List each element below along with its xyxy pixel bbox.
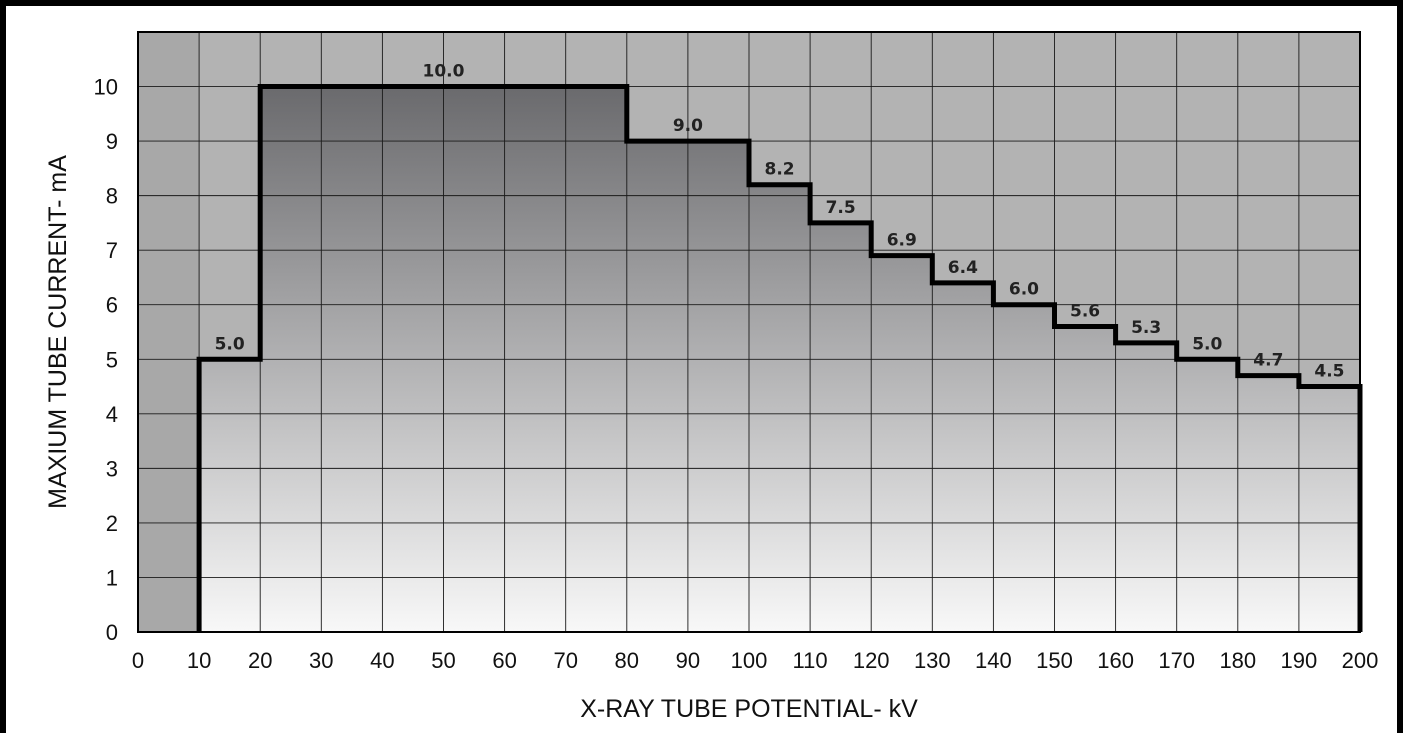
x-tick-label: 100 (731, 648, 768, 673)
y-tick-label: 1 (106, 565, 118, 590)
x-tick-label: 20 (248, 648, 272, 673)
x-tick-label: 90 (676, 648, 700, 673)
data-label: 6.4 (948, 258, 978, 278)
data-label: 5.0 (1192, 334, 1222, 354)
data-label: 9.0 (673, 116, 703, 136)
y-tick-label: 9 (106, 129, 118, 154)
x-tick-label: 0 (132, 648, 144, 673)
x-tick-label: 50 (431, 648, 455, 673)
data-label: 5.0 (215, 334, 245, 354)
x-tick-label: 160 (1097, 648, 1134, 673)
y-tick-label: 3 (106, 456, 118, 481)
data-label: 4.7 (1253, 351, 1283, 371)
x-tick-label: 140 (975, 648, 1012, 673)
data-label: 7.5 (826, 198, 856, 218)
x-tick-label: 120 (853, 648, 890, 673)
x-tick-label: 200 (1342, 648, 1379, 673)
x-tick-label: 30 (309, 648, 333, 673)
step-line (196, 84, 1363, 632)
y-tick-label: 6 (106, 293, 118, 318)
x-tick-label: 150 (1036, 648, 1073, 673)
data-label: 5.3 (1131, 318, 1161, 338)
x-axis-title: X-RAY TUBE POTENTIAL- kV (580, 695, 918, 723)
x-tick-label: 180 (1219, 648, 1256, 673)
data-label: 6.9 (887, 231, 917, 251)
data-label: 6.0 (1009, 280, 1039, 300)
x-tick-label: 10 (187, 648, 211, 673)
plot-border (137, 31, 1361, 633)
y-tick-label: 4 (106, 402, 118, 427)
y-tick-label: 0 (106, 620, 118, 645)
y-tick-label: 8 (106, 184, 118, 209)
x-tick-label: 80 (615, 648, 639, 673)
left-region (138, 32, 200, 632)
x-tick-label: 70 (553, 648, 577, 673)
x-tick-label: 60 (492, 648, 516, 673)
data-label: 5.6 (1070, 302, 1100, 322)
x-tick-label: 170 (1158, 648, 1195, 673)
y-tick-label: 10 (94, 75, 118, 100)
x-tick-label: 40 (370, 648, 394, 673)
data-label: 8.2 (764, 160, 794, 180)
x-tick-label: 110 (793, 648, 828, 673)
y-tick-label: 2 (106, 511, 118, 536)
x-tick-label: 130 (914, 648, 951, 673)
data-label: 10.0 (423, 62, 465, 82)
y-tick-label: 5 (106, 347, 118, 372)
y-tick-label: 7 (106, 238, 118, 263)
data-label: 4.5 (1314, 362, 1344, 382)
x-tick-label: 190 (1281, 648, 1318, 673)
y-axis-title: MAXIUM TUBE CURRENT- mA (44, 155, 72, 509)
